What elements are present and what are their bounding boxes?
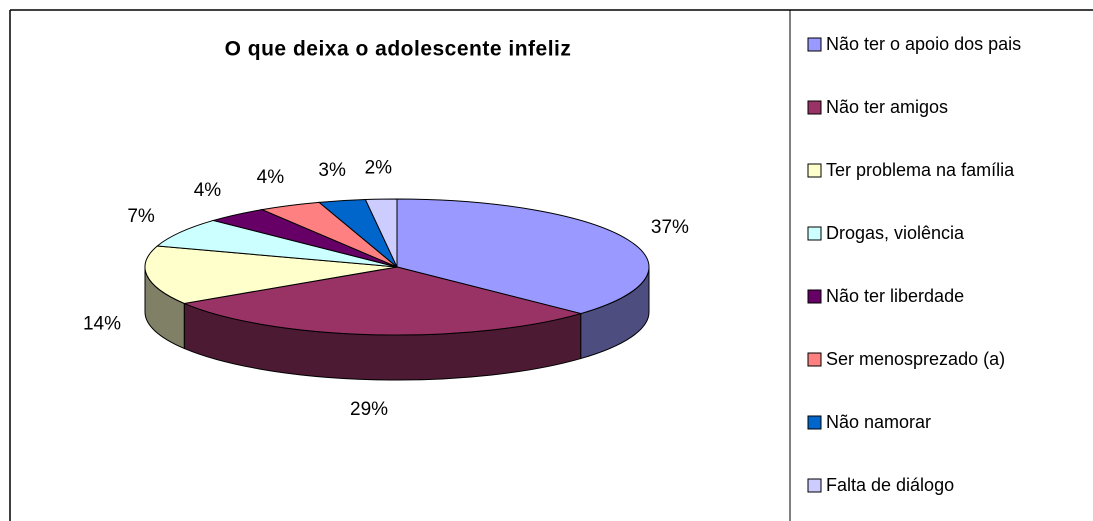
legend-label: Falta de diálogo bbox=[826, 475, 954, 495]
legend-label: Não namorar bbox=[826, 412, 931, 432]
pie-slice bbox=[364, 198, 398, 268]
pie-slice bbox=[156, 219, 398, 268]
pie-slice bbox=[396, 198, 650, 315]
legend-label: Não ter o apoio dos pais bbox=[826, 34, 1021, 54]
legend-swatch bbox=[807, 289, 822, 304]
legend-swatch bbox=[807, 226, 822, 241]
pie-slice bbox=[182, 266, 583, 336]
legend-swatch bbox=[807, 415, 822, 430]
data-label: 3% bbox=[318, 160, 346, 181]
data-label: 4% bbox=[194, 180, 222, 201]
legend-swatch bbox=[807, 100, 822, 115]
legend-label: Não ter amigos bbox=[826, 97, 948, 117]
data-labels: 37% 29% 14% 7% 4% 4% 3% 2% bbox=[83, 158, 689, 421]
legend-label: Ter problema na família bbox=[826, 160, 1015, 180]
legend-swatch bbox=[807, 352, 822, 367]
pie-tops bbox=[144, 198, 650, 336]
data-label: 7% bbox=[127, 206, 155, 227]
legend-label: Ser menosprezado (a) bbox=[826, 349, 1005, 369]
data-label: 4% bbox=[257, 167, 285, 188]
legend-label: Drogas, violência bbox=[826, 223, 965, 243]
legend: Não ter o apoio dos pais Não ter amigos Te… bbox=[807, 34, 1021, 495]
legend-swatch bbox=[807, 37, 822, 52]
chart-title: O que deixa o adolescente infeliz bbox=[225, 38, 572, 61]
legend-label: Não ter liberdade bbox=[826, 286, 964, 306]
data-label: 14% bbox=[83, 313, 121, 334]
legend-swatch bbox=[807, 163, 822, 178]
pie-slice bbox=[144, 245, 398, 304]
data-label: 29% bbox=[350, 399, 388, 420]
data-label: 2% bbox=[365, 158, 393, 179]
legend-swatch bbox=[807, 478, 822, 493]
pie-sides bbox=[144, 266, 650, 381]
data-label: 37% bbox=[651, 217, 689, 238]
